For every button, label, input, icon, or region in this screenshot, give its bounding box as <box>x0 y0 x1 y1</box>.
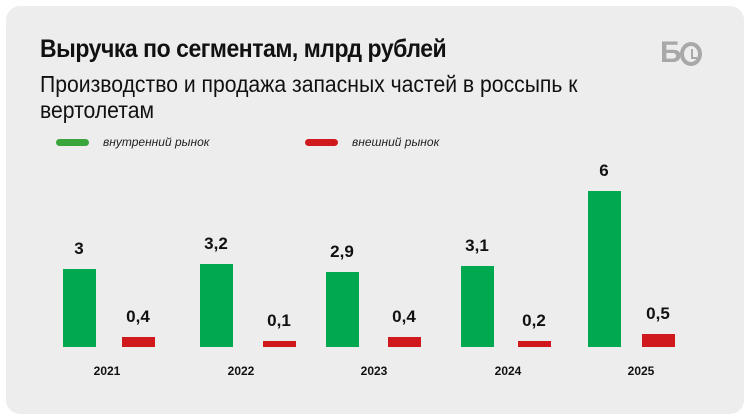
data-label: 0,5 <box>646 304 670 323</box>
legend-domestic: внутренний рынок <box>56 135 209 149</box>
bo-logo: Б <box>660 36 702 70</box>
legend-swatch-green <box>56 138 89 146</box>
x-tick-label: 2021 <box>93 364 121 378</box>
chart-title: Выручка по сегментам, млрд рублей <box>40 35 447 63</box>
bar-foreign-2022 <box>263 341 296 347</box>
data-label: 0,4 <box>126 306 150 326</box>
data-label: 3 <box>74 239 84 258</box>
x-tick-label: 2022 <box>227 364 255 378</box>
bar-domestic-2023 <box>326 271 359 347</box>
data-label: 2,9 <box>330 241 354 261</box>
legend-label: внешний рынок <box>352 135 440 149</box>
bar-foreign-2021 <box>122 336 155 347</box>
chart-card <box>6 6 744 414</box>
data-label: 0,1 <box>267 311 291 330</box>
bar-foreign-2023 <box>388 336 421 347</box>
bar-domestic-2021 <box>63 269 96 347</box>
legend-foreign: внешний рынок <box>305 135 439 149</box>
clock-o-icon <box>679 42 702 66</box>
x-tick-label: 2024 <box>494 364 522 378</box>
legend-label: внутренний рынок <box>103 135 210 149</box>
data-label: 6 <box>599 161 609 180</box>
bar-domestic-2025 <box>588 191 621 347</box>
bar-foreign-2025 <box>642 334 675 347</box>
bar-foreign-2024 <box>518 341 551 347</box>
bar-domestic-2022 <box>200 263 233 347</box>
bar-domestic-2024 <box>461 266 494 347</box>
x-tick-label: 2023 <box>360 364 388 378</box>
data-label: 0,4 <box>392 306 416 326</box>
chart-subtitle: Производство и продажа запасных частей в… <box>40 71 578 123</box>
data-label: 3,2 <box>204 233 228 253</box>
data-label: 3,1 <box>465 236 489 256</box>
data-label: 0,2 <box>522 311 546 330</box>
x-tick-label: 2025 <box>627 364 655 378</box>
legend-swatch-red <box>305 138 338 146</box>
